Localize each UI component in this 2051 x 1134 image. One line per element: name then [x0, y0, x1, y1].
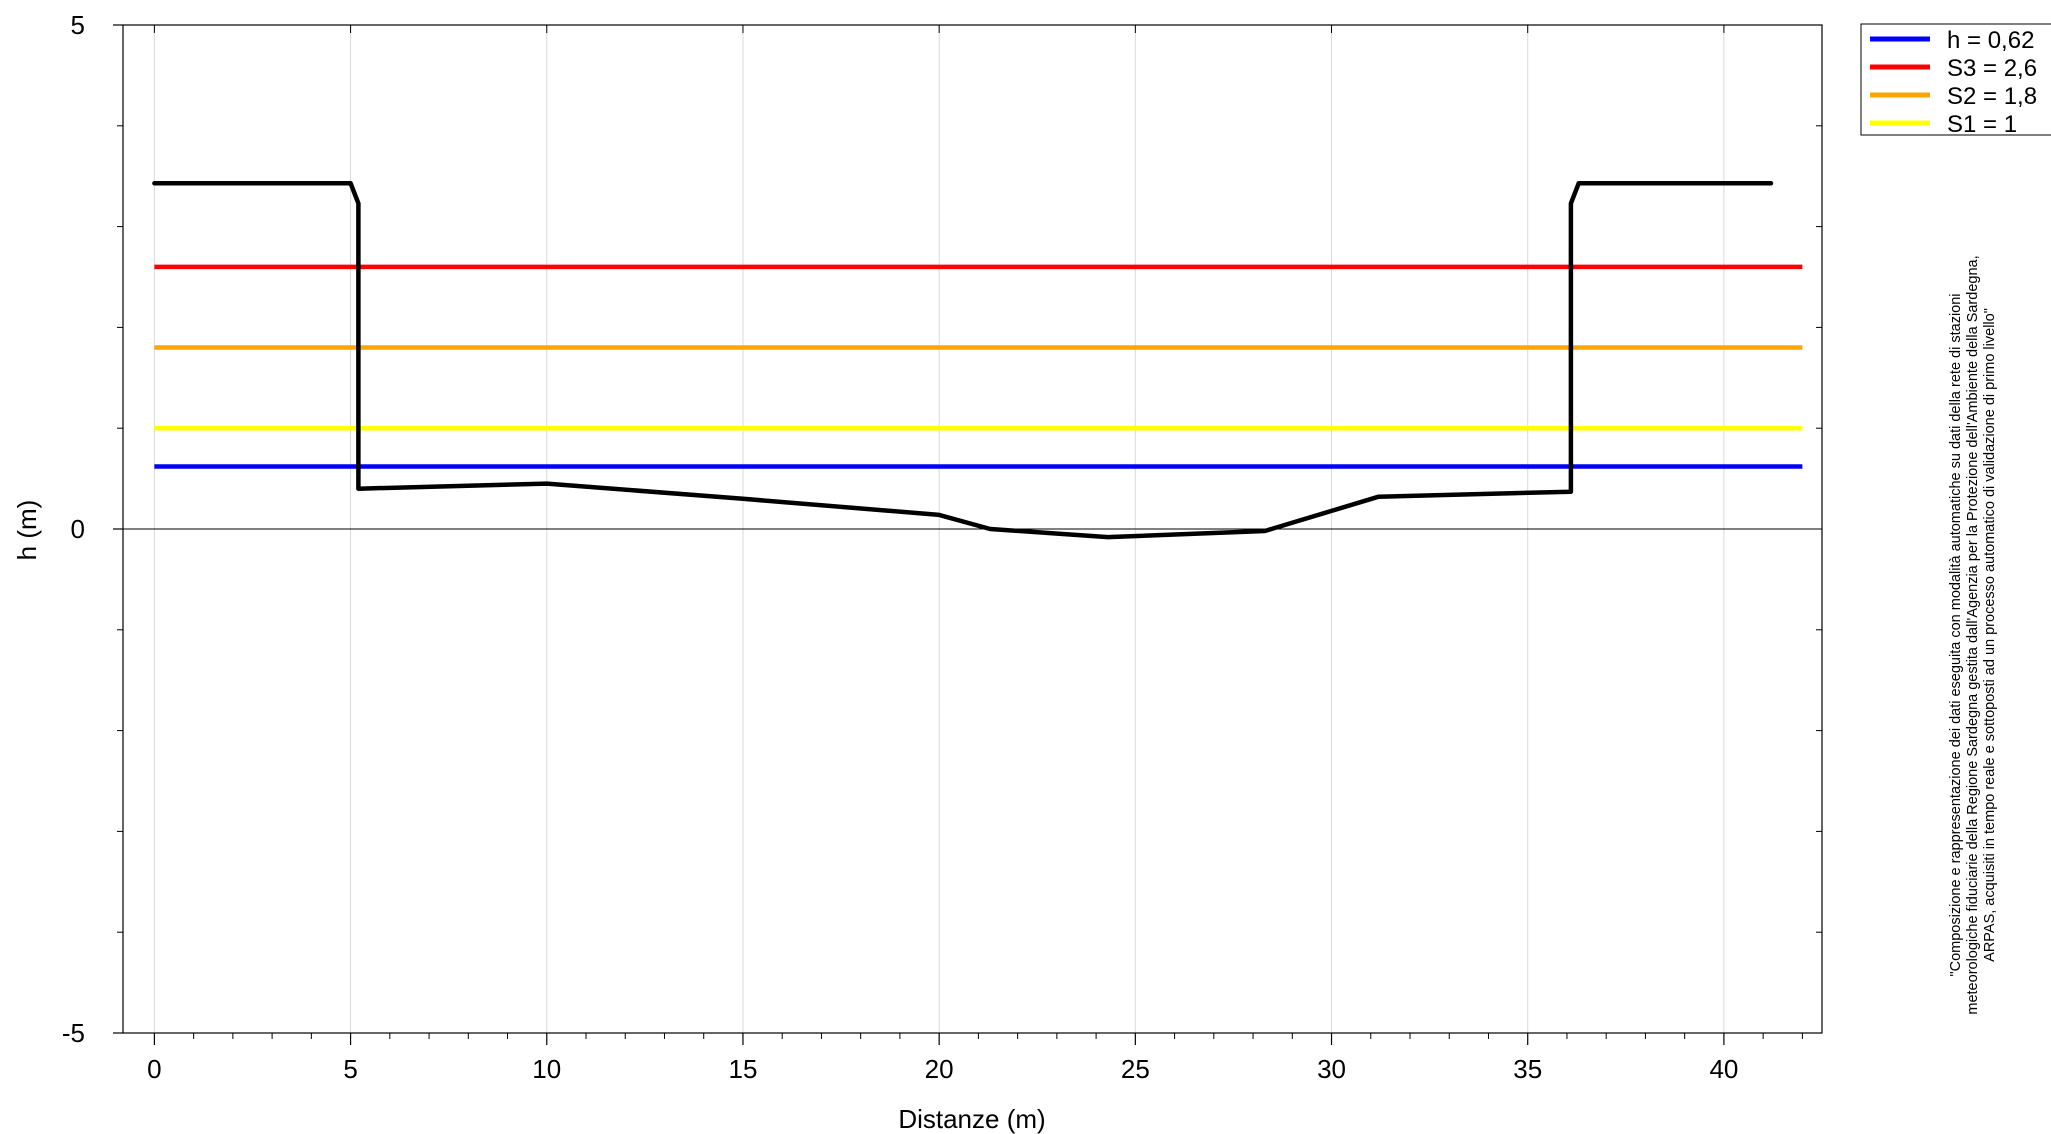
note-line: meteorologiche fiduciarie della Regione … — [1965, 255, 1981, 1014]
x-tick-labels: 0 5 10 15 20 25 30 35 40 — [147, 1054, 1738, 1084]
x-tick-label: 5 — [343, 1054, 357, 1084]
cross-section-profile — [152, 181, 1774, 540]
note-line: "Composizione e rappresentazione dei dat… — [1948, 293, 1964, 976]
legend-label: h = 0,62 — [1947, 27, 2034, 54]
data-source-note: "Composizione e rappresentazione dei dat… — [1948, 255, 1998, 1014]
legend-label: S3 = 2,6 — [1947, 55, 2037, 82]
threshold-lines — [154, 264, 1803, 469]
cross-section-profile-layer — [152, 181, 1774, 540]
legend-box — [1860, 23, 2051, 136]
x-tick-label: 30 — [1317, 1054, 1346, 1084]
x-tick-label: 20 — [925, 1054, 954, 1084]
axis-ticks — [113, 24, 1822, 1045]
note-line: ARPAS, acquisiti in tempo reale e sottop… — [1982, 308, 1998, 962]
y-tick-label: -5 — [62, 1018, 85, 1048]
x-tick-label: 10 — [532, 1054, 561, 1084]
y-tick-label: 5 — [71, 10, 85, 40]
x-axis-title: Distanze (m) — [898, 1104, 1045, 1134]
legend-label: S1 = 1 — [1947, 111, 2017, 138]
y-tick-labels: -5 0 5 — [62, 10, 85, 1048]
x-tick-label: 40 — [1709, 1054, 1738, 1084]
y-tick-label: 0 — [71, 514, 85, 544]
x-tick-label: 35 — [1513, 1054, 1542, 1084]
y-axis-title: h (m) — [12, 500, 42, 561]
x-tick-label: 15 — [728, 1054, 757, 1084]
x-tick-label: 0 — [147, 1054, 161, 1084]
x-tick-label: 25 — [1121, 1054, 1150, 1084]
legend-label: S2 = 1,8 — [1947, 83, 2037, 110]
